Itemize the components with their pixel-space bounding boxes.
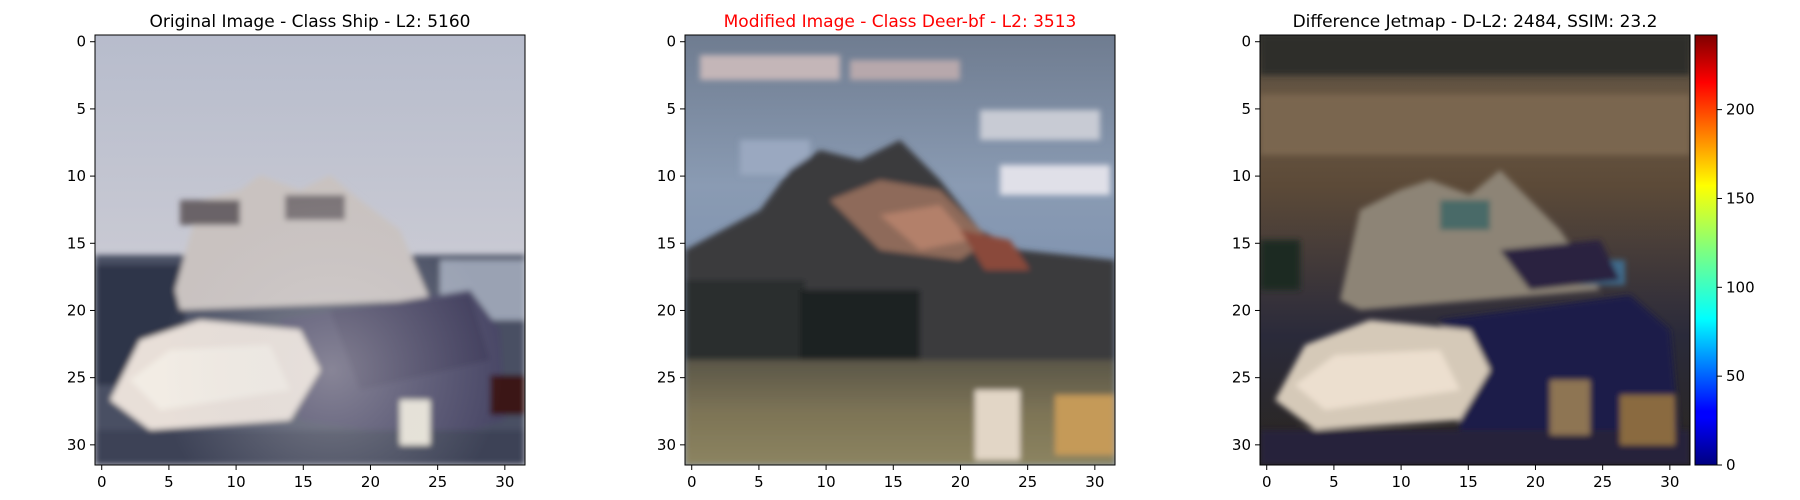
x-tick-label: 10 <box>817 473 836 491</box>
x-axis: 0 5 10 15 20 25 30 0 5 10 15 20 25 30 <box>657 33 1104 491</box>
y-tick-label: 5 <box>666 100 676 118</box>
x-tick-label: 20 <box>361 473 380 491</box>
colorbar-ticks: 0 50 100 150 200 <box>1717 101 1755 474</box>
x-tick-label: 30 <box>495 473 514 491</box>
panel-difference-jetmap: Difference Jetmap - D-L2: 2484, SSIM: 23… <box>1232 12 1755 491</box>
x-tick-label: 0 <box>97 473 107 491</box>
x-tick-label: 25 <box>1593 473 1612 491</box>
x-tick-label: 0 <box>1262 473 1272 491</box>
y-tick-label: 30 <box>1232 436 1251 454</box>
y-tick-label: 25 <box>67 369 86 387</box>
x-tick-label: 5 <box>164 473 174 491</box>
y-tick-label: 10 <box>657 167 676 185</box>
image-difference <box>1260 35 1690 465</box>
y-tick-label: 15 <box>67 234 86 252</box>
x-tick-label: 15 <box>1459 473 1478 491</box>
x-axis: 0 5 10 15 20 25 30 0 5 10 15 20 25 30 <box>1232 33 1679 491</box>
y-tick-label: 20 <box>1232 301 1251 319</box>
x-tick-label: 30 <box>1660 473 1679 491</box>
x-tick-label: 15 <box>884 473 903 491</box>
y-tick-label: 5 <box>1241 100 1251 118</box>
y-tick-label: 15 <box>657 234 676 252</box>
x-axis: 0 5 10 15 20 25 30 0 5 10 15 20 25 30 <box>67 33 514 491</box>
x-tick-label: 10 <box>1392 473 1411 491</box>
x-tick-label: 0 <box>687 473 697 491</box>
y-tick-label: 10 <box>67 167 86 185</box>
y-tick-label: 20 <box>657 301 676 319</box>
y-tick-label: 0 <box>76 33 86 51</box>
chart-title: Original Image - Class Ship - L2: 5160 <box>150 12 471 32</box>
x-tick-label: 5 <box>1329 473 1339 491</box>
chart-title: Difference Jetmap - D-L2: 2484, SSIM: 23… <box>1293 12 1658 32</box>
chart-title: Modified Image - Class Deer-bf - L2: 351… <box>724 12 1077 32</box>
x-tick-label: 25 <box>1018 473 1037 491</box>
y-tick-label: 10 <box>1232 167 1251 185</box>
x-tick-label: 10 <box>227 473 246 491</box>
x-tick-label: 25 <box>428 473 447 491</box>
y-tick-label: 0 <box>666 33 676 51</box>
image-modified <box>685 35 1115 465</box>
image-original <box>95 35 525 465</box>
colorbar-tick-label: 50 <box>1726 367 1745 385</box>
x-tick-label: 30 <box>1085 473 1104 491</box>
colorbar-tick-label: 100 <box>1726 278 1755 296</box>
y-tick-label: 5 <box>76 100 86 118</box>
colorbar: 0 50 100 150 200 <box>1694 34 1755 474</box>
colorbar-tick-label: 200 <box>1726 101 1755 119</box>
y-tick-label: 15 <box>1232 234 1251 252</box>
panel-modified-image: Modified Image - Class Deer-bf - L2: 351… <box>657 12 1116 491</box>
y-tick-label: 0 <box>1241 33 1251 51</box>
x-tick-label: 15 <box>294 473 313 491</box>
y-tick-label: 25 <box>1232 369 1251 387</box>
y-tick-label: 20 <box>67 301 86 319</box>
colorbar-tick-label: 150 <box>1726 189 1755 207</box>
y-tick-label: 30 <box>657 436 676 454</box>
x-tick-label: 5 <box>754 473 764 491</box>
y-tick-label: 30 <box>67 436 86 454</box>
x-tick-label: 20 <box>1526 473 1545 491</box>
y-tick-label: 25 <box>657 369 676 387</box>
colorbar-tick-label: 0 <box>1726 456 1736 474</box>
panel-original-image: Original Image - Class Ship - L2: 5160 <box>67 12 526 491</box>
x-tick-label: 20 <box>951 473 970 491</box>
